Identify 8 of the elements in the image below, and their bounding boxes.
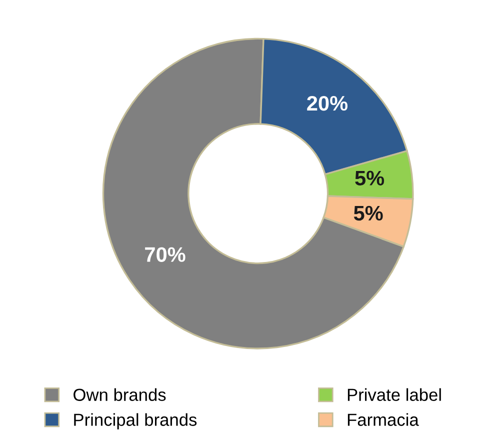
data-label: 5% [354,206,383,221]
legend-label: Principal brands [74,413,197,430]
legend-label: Own brands [74,388,166,401]
data-label: 70% [145,247,186,262]
data-label: 5% [355,170,384,186]
legend-label: Private label [348,388,441,401]
data-label: 20% [307,96,348,111]
legend-label: Farmacia [348,413,419,426]
